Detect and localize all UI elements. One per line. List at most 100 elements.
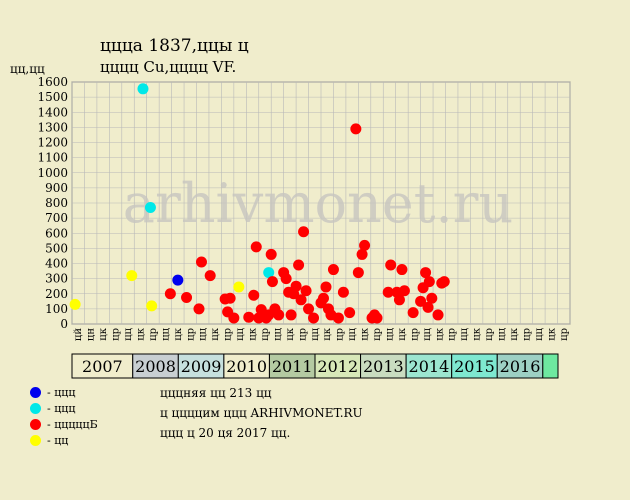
y-tick-label: 100 (45, 302, 68, 316)
x-quarter-label: цк (98, 327, 109, 340)
data-point (337, 286, 349, 298)
x-quarter-label: цк (322, 327, 333, 340)
note-line: ц ццццим ццц ARHIVMONET.RU (160, 406, 363, 420)
x-quarter-label: цр (447, 328, 458, 341)
year-band (132, 353, 179, 379)
data-point (371, 312, 383, 324)
year-band (405, 353, 453, 379)
year-label: 2014 (409, 357, 450, 376)
x-quarter-label: цр (185, 328, 196, 341)
x-quarter-label: цк (135, 327, 146, 340)
year-band (314, 353, 362, 379)
data-point (233, 281, 245, 293)
data-point (415, 295, 427, 307)
year-label: 2013 (363, 357, 404, 376)
data-point (280, 273, 292, 285)
x-quarter-label: цк (285, 327, 296, 340)
year-label: 2008 (135, 357, 176, 376)
data-point (204, 270, 216, 282)
x-quarter-label: цц (534, 327, 545, 340)
x-quarter-label: цр (297, 328, 308, 341)
data-point (344, 307, 356, 319)
x-quarter-label: цр (484, 328, 495, 341)
legend-label: - цццццБ (47, 418, 98, 431)
data-point (137, 83, 149, 95)
x-quarter-label: цк (248, 327, 259, 340)
x-quarter-label: цр (260, 328, 271, 341)
y-tick-label: 1300 (37, 120, 68, 134)
data-point (385, 259, 397, 271)
x-quarter-label: цк (210, 327, 221, 340)
data-point (422, 301, 434, 313)
x-quarter-label: цц (235, 327, 246, 340)
year-label: 2010 (226, 357, 267, 376)
data-point (265, 248, 277, 260)
legend-label: - ццц (47, 386, 76, 399)
note-line: ццц ц 20 ця 2017 цц. (160, 426, 291, 440)
data-point (266, 276, 278, 288)
year-label: 2015 (454, 357, 495, 376)
legend-marker (30, 403, 41, 414)
data-point (285, 309, 297, 321)
legend-marker (30, 435, 41, 446)
data-point (126, 270, 138, 282)
data-point (263, 267, 275, 279)
x-quarter-label: цр (372, 328, 383, 341)
data-point (224, 292, 236, 304)
y-tick-label: 1200 (37, 136, 68, 150)
data-point (438, 276, 450, 288)
data-point (144, 202, 156, 214)
data-point (423, 276, 435, 288)
x-axis-year-labels: 2007 2008 2009 2010 2011 2012 2013 2014 2015 2016 (71, 353, 559, 379)
data-point (290, 280, 302, 292)
data-point (407, 307, 419, 319)
data-point (426, 292, 438, 304)
data-point (303, 303, 315, 315)
data-point (248, 289, 260, 301)
legend-label: - цц (47, 434, 69, 447)
x-quarter-label: цй (73, 328, 84, 341)
data-point (382, 286, 394, 298)
y-tick-label: 0 (60, 317, 68, 331)
y-tick-label: 1100 (37, 151, 68, 165)
year-label: 2009 (181, 357, 222, 376)
data-point (396, 264, 408, 276)
x-quarter-label: цк (360, 327, 371, 340)
x-quarter-label: цц (123, 327, 134, 340)
chart-title: ццца 1837,ццы ц (100, 36, 249, 56)
x-axis-quarter-labels: цй цн цк цр цц цк цр цц цк цр цц цк цр цц цк цр цц цк цр цц… (73, 327, 570, 341)
legend-item-cyan: - ццц (30, 402, 75, 415)
x-quarter-label: цр (148, 328, 159, 341)
x-quarter-label: цк (397, 327, 408, 340)
y-axis-unit: цц,цц (10, 62, 45, 76)
y-tick-label: 700 (45, 211, 68, 225)
legend-marker (30, 419, 41, 430)
y-tick-label: 900 (45, 181, 68, 195)
y-tick-label: 1400 (37, 105, 68, 119)
x-quarter-label: цр (111, 328, 122, 341)
y-tick-label: 1500 (37, 90, 68, 104)
y-tick-label: 1000 (37, 166, 68, 180)
data-point (243, 311, 255, 323)
data-point (295, 294, 307, 306)
legend-label: - ццц (47, 402, 76, 415)
data-point (317, 292, 329, 304)
x-quarter-label: цц (347, 327, 358, 340)
y-tick-label: 300 (45, 272, 68, 286)
year-band (451, 353, 498, 379)
x-quarter-label: цц (497, 327, 508, 340)
x-quarter-label: цц (272, 327, 283, 340)
x-quarter-label: цц (160, 327, 171, 340)
x-quarter-label: цц (198, 327, 209, 340)
x-quarter-label: цц (384, 327, 395, 340)
legend-item-red: - цццццБ (30, 418, 98, 431)
x-quarter-label: цк (546, 327, 557, 340)
y-tick-label: 400 (45, 257, 68, 271)
data-point (164, 288, 176, 300)
x-quarter-label: цк (173, 327, 184, 340)
x-quarter-label: цк (434, 327, 445, 340)
year-band (71, 353, 134, 379)
data-point (195, 256, 207, 268)
